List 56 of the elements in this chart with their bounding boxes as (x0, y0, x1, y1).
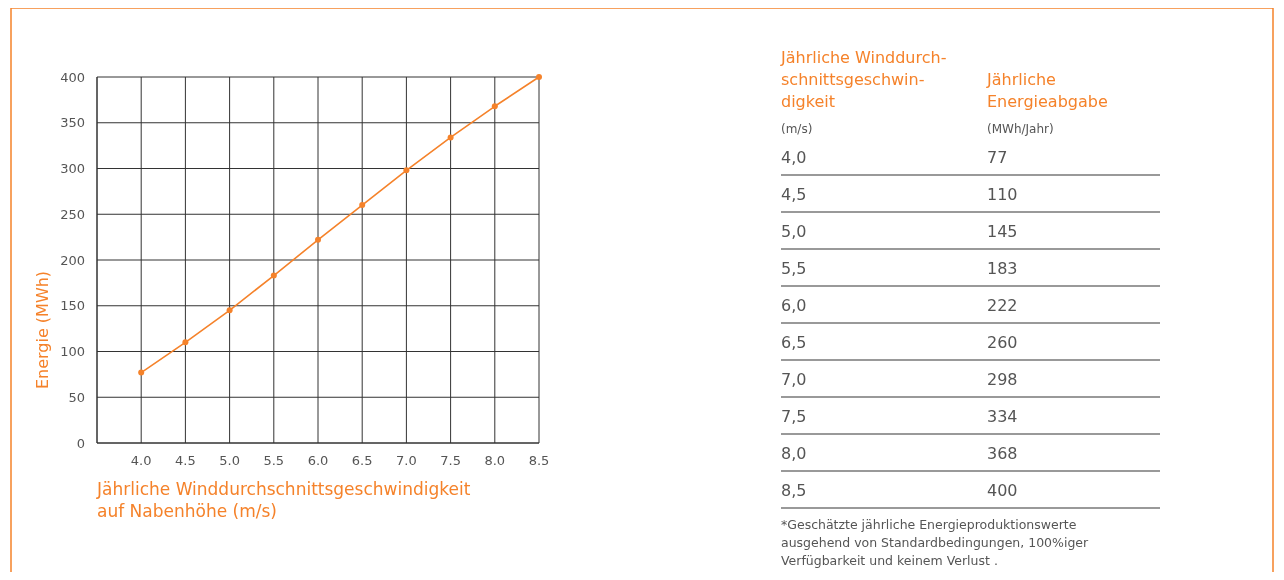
x-tick-label: 7.0 (396, 453, 417, 468)
text: 222 (987, 296, 1018, 315)
text: 183 (987, 259, 1018, 278)
x-tick-label: 6.5 (351, 453, 373, 468)
y-tick-label: 0 (76, 435, 85, 451)
text: 6,5 (781, 333, 807, 352)
text: 368 (987, 444, 1018, 463)
text: 5,0 (781, 222, 807, 241)
text: 77 (987, 148, 1008, 167)
y-axis-title: Energie (MWh) (33, 270, 52, 390)
x-tick-label: 8.0 (484, 453, 506, 468)
y-tick-label: 400 (60, 69, 85, 85)
text: (m/s) (781, 122, 813, 136)
point (359, 202, 366, 209)
text: *Geschätzte jährliche Energieproduktionswerte ausgehend von Standardbedingungen, 100%iger Verfügbarkeit und keinem Verlust . (781, 517, 1090, 568)
y-tick-label: 100 (60, 344, 85, 360)
text: 5,5 (781, 259, 807, 278)
text: 260 (987, 333, 1018, 352)
text: Jährliche Energieabgabe (986, 70, 1108, 111)
text: 8,5 (781, 481, 807, 500)
y-tick-label: 300 (60, 161, 85, 177)
point (447, 134, 454, 141)
text: 8,0 (781, 444, 807, 463)
point (315, 236, 321, 243)
x-axis-title: Jährliche Winddurchschnittsgeschwindigkeit auf Nabenhöhe (m/s) (96, 479, 471, 521)
text: 7,0 (781, 370, 807, 389)
text: 400 (987, 481, 1018, 500)
x-tick-label: 5.0 (219, 453, 240, 468)
text: 110 (987, 185, 1018, 204)
x-tick-label: 4.5 (175, 453, 196, 468)
point (138, 369, 145, 376)
x-tick-label: 5.5 (263, 453, 285, 468)
point (226, 307, 233, 314)
point (403, 167, 410, 174)
y-tick-label: 150 (60, 298, 85, 314)
x-tick-label: 7.5 (440, 453, 461, 468)
text: 334 (987, 407, 1018, 426)
point (270, 272, 277, 279)
x-tick-label: 4.0 (130, 453, 152, 468)
text: 6,0 (781, 296, 807, 315)
text: 298 (987, 370, 1018, 389)
x-tick-label: 8.5 (528, 453, 550, 468)
text: (MWh/Jahr) (987, 122, 1054, 136)
y-tick-label: 200 (60, 252, 85, 268)
text: 4,5 (781, 185, 807, 204)
point (536, 74, 542, 80)
text: 4,0 (781, 148, 807, 167)
y-tick-label: 350 (60, 115, 85, 131)
text: Jährliche Winddurch- schnittsgeschwin- digkeit (780, 48, 947, 111)
x-tick-label: 6.0 (307, 453, 329, 468)
text: 145 (987, 222, 1018, 241)
point (491, 103, 498, 110)
y-tick-label: 50 (68, 389, 85, 405)
text: 7,5 (781, 407, 807, 426)
y-tick-label: 250 (60, 206, 85, 222)
point (182, 339, 189, 346)
